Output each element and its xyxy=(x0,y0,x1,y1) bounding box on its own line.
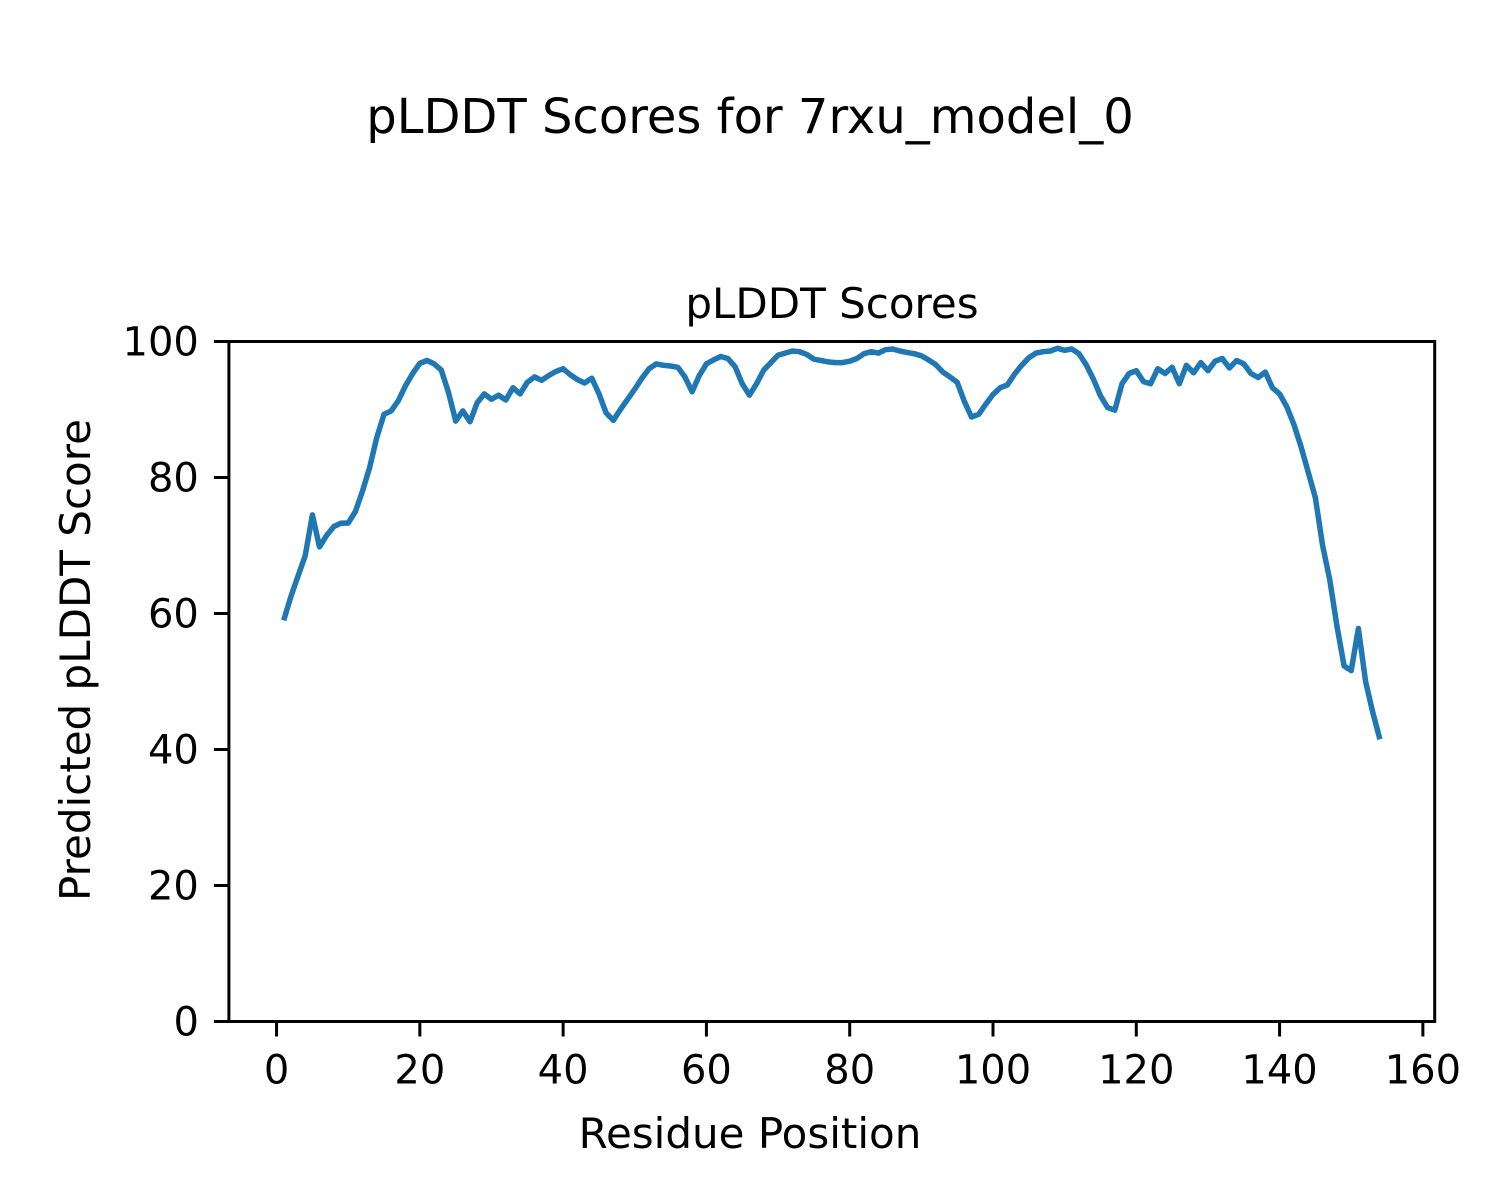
x-tick-label: 80 xyxy=(824,1048,875,1094)
x-tick-label: 40 xyxy=(538,1048,589,1094)
y-tick-label: 80 xyxy=(148,456,199,502)
y-tick-label: 20 xyxy=(148,864,199,910)
x-tick-label: 0 xyxy=(264,1048,289,1094)
figure-suptitle: pLDDT Scores for 7rxu_model_0 xyxy=(366,89,1133,145)
x-tick-label: 140 xyxy=(1241,1048,1317,1094)
x-tick-label: 160 xyxy=(1385,1048,1461,1094)
y-tick-label: 0 xyxy=(173,1000,198,1046)
y-tick-label: 60 xyxy=(148,592,199,638)
x-tick-label: 100 xyxy=(955,1048,1031,1094)
x-tick-label: 20 xyxy=(394,1048,445,1094)
axes-group: 0 20 40 60 80 100 120 140 160 0 20 40 60 80 100 xyxy=(123,320,1462,1094)
x-tick-label: 120 xyxy=(1098,1048,1174,1094)
axes-box xyxy=(227,340,1437,1023)
y-axis-label: Predicted pLDDT Score xyxy=(51,419,100,901)
plddt-line xyxy=(281,345,1383,741)
y-tick-label: 100 xyxy=(123,320,199,366)
x-axis-label: Residue Position xyxy=(579,1109,922,1158)
y-tick-label: 40 xyxy=(148,728,199,774)
x-tick-label: 60 xyxy=(681,1048,732,1094)
axes-title: pLDDT Scores xyxy=(685,279,978,328)
